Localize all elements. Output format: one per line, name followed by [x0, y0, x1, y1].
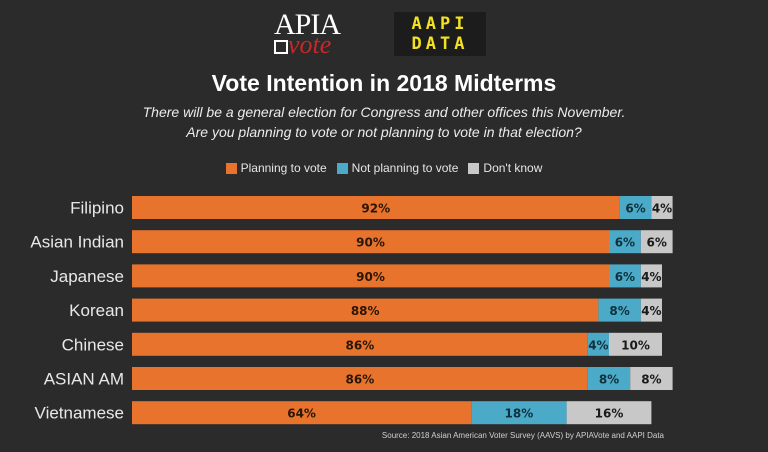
bar-japanese-dont-know: [640, 264, 662, 288]
logos: APIA vote AAPI DATA: [0, 6, 768, 60]
category-label-filipino: Filipino: [70, 199, 124, 218]
bar-vietnamese-not-planning: [471, 401, 567, 425]
aapi-data-logo-bottom: DATA: [411, 34, 469, 54]
legend-item-planning: Planning to vote: [225, 161, 327, 175]
data-label-chinese-planning: 86%: [346, 338, 375, 352]
bar-asian-indian-not-planning: [609, 230, 641, 254]
apiavote-logo: APIA vote: [272, 10, 364, 58]
data-label-asian-indian-not-planning: 6%: [615, 236, 635, 250]
data-label-asian-am-dont-know: 8%: [641, 373, 661, 387]
chart-subtitle-line-1: There will be a general election for Con…: [142, 104, 626, 120]
bar-vietnamese-planning: [132, 401, 472, 425]
bar-asian-indian-dont-know: [640, 230, 673, 254]
legend-label-dont-know: Don't know: [483, 161, 543, 175]
data-label-filipino-dont-know: 4%: [652, 202, 672, 216]
data-label-japanese-not-planning: 6%: [615, 270, 635, 284]
data-label-asian-indian-planning: 90%: [356, 236, 385, 250]
data-label-vietnamese-planning: 64%: [287, 407, 316, 421]
category-label-japanese: Japanese: [50, 267, 124, 286]
data-label-korean-planning: 88%: [351, 304, 380, 318]
bar-chinese-planning: [132, 332, 588, 356]
chart-subtitle-line-2: Are you planning to vote or not planning…: [186, 124, 582, 140]
apiavote-logo-top: APIA: [274, 8, 341, 41]
category-label-asian-indian: Asian Indian: [30, 233, 124, 252]
data-label-chinese-not-planning: 4%: [588, 338, 608, 352]
data-label-vietnamese-not-planning: 18%: [505, 407, 534, 421]
legend-item-not-planning: Not planning to vote: [336, 161, 459, 175]
checkbox-icon: [274, 40, 288, 54]
bar-asian-am-dont-know: [630, 367, 673, 390]
legend-label-planning: Planning to vote: [240, 161, 327, 175]
legend-label-not-planning: Not planning to vote: [351, 161, 459, 175]
legend-swatch-dont-know: [468, 162, 480, 174]
apiavote-logo-script: vote: [288, 30, 332, 59]
aapi-data-logo: AAPI DATA: [394, 12, 486, 56]
chart-title: Vote Intention in 2018 Midterms: [211, 70, 557, 96]
legend: Planning to vote Not planning to vote Do…: [0, 160, 768, 176]
data-label-korean-dont-know: 4%: [641, 304, 661, 318]
data-label-filipino-not-planning: 6%: [625, 202, 645, 216]
bar-asian-indian-planning: [132, 230, 609, 254]
legend-swatch-planning: [225, 162, 237, 174]
bar-filipino-dont-know: [651, 196, 673, 219]
bar-korean-planning: [132, 298, 599, 322]
bar-korean-dont-know: [640, 298, 662, 322]
category-label-vietnamese: Vietnamese: [35, 404, 124, 423]
data-label-korean-not-planning: 8%: [609, 304, 629, 318]
data-label-japanese-planning: 90%: [356, 270, 385, 284]
data-label-filipino-planning: 92%: [361, 202, 390, 216]
legend-item-dont-know: Don't know: [468, 161, 542, 175]
bar-filipino-not-planning: [619, 196, 652, 219]
category-label-korean: Korean: [69, 301, 124, 320]
data-label-japanese-dont-know: 4%: [641, 270, 661, 284]
bar-asian-am-not-planning: [587, 367, 631, 390]
data-label-asian-indian-dont-know: 6%: [647, 236, 667, 250]
bar-japanese-not-planning: [609, 264, 641, 288]
data-label-vietnamese-dont-know: 16%: [595, 407, 624, 421]
bar-asian-am-planning: [132, 367, 588, 390]
data-label-asian-am-not-planning: 8%: [599, 373, 619, 387]
bar-chinese-not-planning: [587, 332, 609, 356]
data-label-asian-am-planning: 86%: [346, 373, 375, 387]
legend-swatch-not-planning: [336, 162, 348, 174]
aapi-data-logo-top: AAPI: [411, 14, 469, 34]
bar-chinese-dont-know: [609, 332, 662, 356]
bar-japanese-planning: [132, 264, 609, 288]
bar-filipino-planning: [132, 196, 620, 219]
source-note: Source: 2018 Asian American Voter Survey…: [381, 431, 664, 440]
bar-korean-not-planning: [598, 298, 641, 322]
bar-vietnamese-dont-know: [566, 401, 652, 425]
data-label-chinese-dont-know: 10%: [621, 338, 650, 352]
category-label-chinese: Chinese: [62, 335, 124, 354]
category-label-asian-am: ASIAN AM: [44, 370, 124, 389]
